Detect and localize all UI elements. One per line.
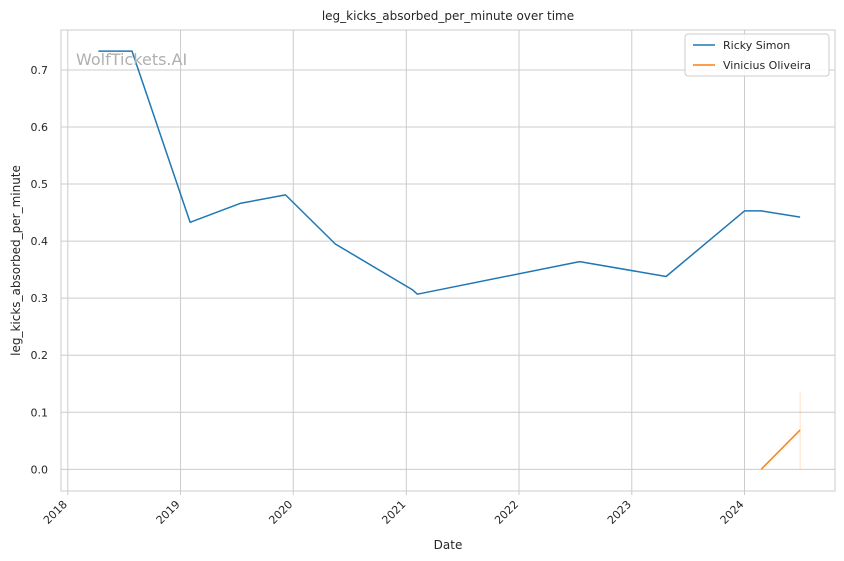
chart-title: leg_kicks_absorbed_per_minute over time [322, 9, 574, 23]
x-axis-label: Date [434, 538, 463, 552]
legend: Ricky Simon Vinicius Oliveira [684, 33, 830, 77]
y-tick-label: 0.5 [31, 178, 49, 191]
y-axis-label: leg_kicks_absorbed_per_minute [9, 165, 23, 356]
y-tick-label: 0.2 [31, 349, 49, 362]
y-tick-label: 0.4 [31, 235, 49, 248]
legend-box [684, 33, 830, 77]
legend-label: Vinicius Oliveira [723, 59, 811, 72]
y-tick-label: 0.0 [31, 463, 49, 476]
watermark-text: WolfTickets.AI [76, 50, 187, 69]
y-tick-label: 0.7 [31, 64, 49, 77]
y-tick-label: 0.3 [31, 292, 49, 305]
series-line-0 [98, 50, 801, 295]
plot-area-frame [60, 29, 836, 492]
y-tick-label: 0.6 [31, 121, 49, 134]
grid-lines [61, 30, 835, 491]
y-tick-label: 0.1 [31, 406, 49, 419]
series-layer [98, 50, 801, 470]
series-line-1 [760, 429, 801, 470]
legend-label: Ricky Simon [723, 39, 790, 52]
